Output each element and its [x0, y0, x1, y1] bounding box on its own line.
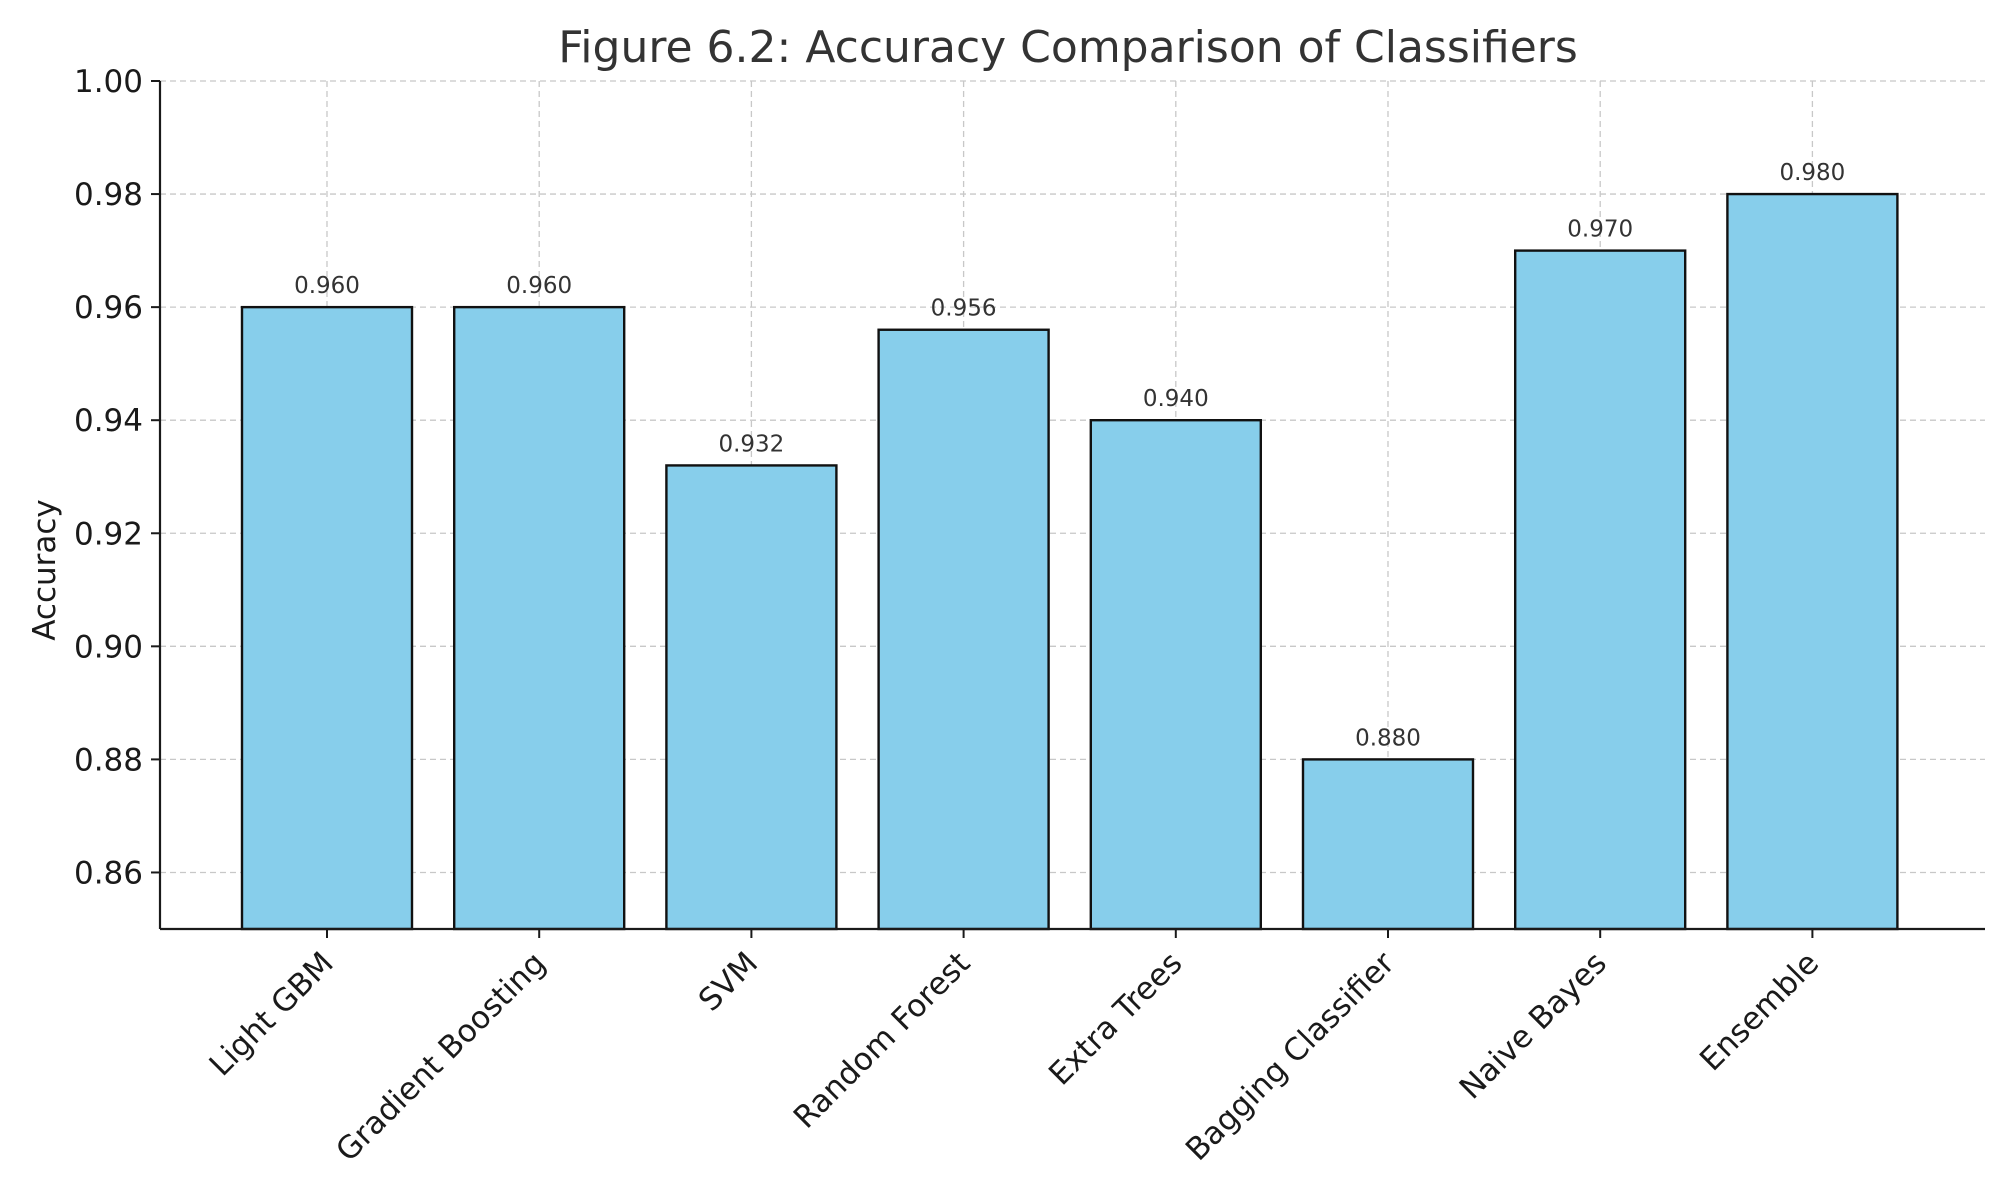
value-label-5: 0.880: [1355, 725, 1421, 751]
x-tick-label-3: Random Forest: [787, 945, 977, 1135]
y-axis-label: Accuracy: [27, 499, 63, 641]
y-tick-label-2: 0.90: [74, 629, 143, 665]
y-tick-label-0: 0.86: [74, 855, 143, 891]
y-tick-label-4: 0.94: [74, 403, 143, 439]
bar-6: [1513, 249, 1687, 931]
y-tick-label-5: 0.96: [74, 290, 143, 326]
chart-title: Figure 6.2: Accuracy Comparison of Class…: [558, 22, 1578, 73]
value-label-0: 0.960: [294, 273, 360, 299]
bars: [240, 192, 1899, 931]
y-tick-label-6: 0.98: [74, 177, 143, 213]
x-tick-label-4: Extra Trees: [1042, 945, 1189, 1092]
x-tick-label-5: Bagging Classifier: [1179, 945, 1402, 1168]
value-label-7: 0.980: [1779, 160, 1845, 186]
x-tick-label-0: Light GBM: [203, 945, 341, 1083]
x-tick-label-7: Ensemble: [1693, 945, 1826, 1078]
value-labels: 0.960 0.960 0.932 0.956 0.940 0.880 0.970 0.980: [294, 160, 1845, 751]
y-axis-ticks: 0.86 0.88 0.90 0.92 0.94 0.96 0.98 1.00: [74, 64, 160, 891]
bar-4: [1089, 419, 1263, 931]
bar-2: [665, 464, 838, 931]
x-tick-label-1: Gradient Boosting: [329, 945, 553, 1169]
bar-7: [1726, 192, 1899, 931]
x-tick-label-2: SVM: [692, 945, 765, 1018]
bar-1: [453, 305, 626, 931]
y-tick-label-7: 1.00: [74, 64, 143, 100]
bar-3: [877, 328, 1050, 931]
value-label-3: 0.956: [931, 296, 997, 322]
value-label-4: 0.940: [1143, 386, 1209, 412]
y-tick-label-1: 0.88: [74, 742, 143, 778]
x-tick-label-6: Naive Bayes: [1453, 945, 1614, 1106]
y-tick-label-3: 0.92: [74, 516, 143, 552]
bar-0: [240, 305, 414, 931]
grid-lines: [160, 80, 1985, 929]
value-label-6: 0.970: [1567, 217, 1633, 243]
value-label-1: 0.960: [506, 273, 572, 299]
axes: [158, 81, 1985, 931]
bar-5: [1301, 758, 1475, 931]
value-label-2: 0.932: [718, 431, 784, 457]
